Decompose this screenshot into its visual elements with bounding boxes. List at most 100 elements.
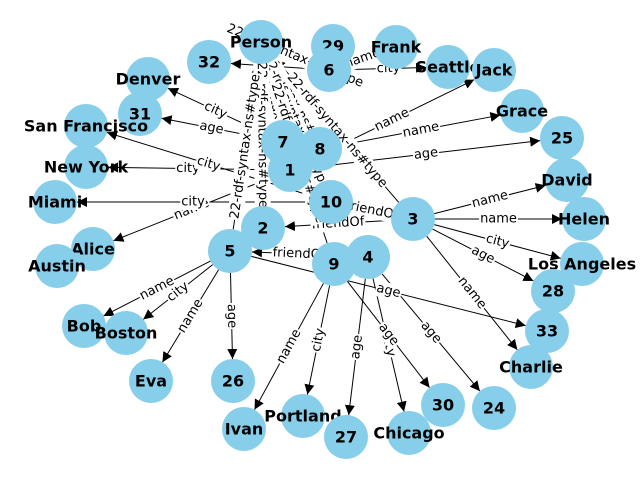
edge-label-text: city: [195, 153, 222, 174]
node-label: Seattle: [416, 58, 481, 77]
node-grace: Grace: [496, 89, 548, 133]
node-circle: [307, 48, 351, 92]
edge-label-background: [226, 71, 265, 222]
node-circle: [421, 383, 465, 427]
edge-label-age: age: [347, 333, 367, 361]
edge-label-text: age: [224, 304, 240, 329]
edge-label-text: age: [375, 320, 402, 348]
edge-label-name: name: [400, 118, 442, 142]
node-label: Portland: [264, 407, 341, 426]
node-24: 24: [472, 386, 516, 430]
node-frank: Frank: [371, 25, 422, 69]
node-helen: Helen: [558, 197, 610, 241]
node-label: Eva: [135, 372, 167, 391]
node-label: Ivan: [225, 420, 264, 439]
node-label: Miami: [28, 193, 82, 212]
edge-label-background: [282, 69, 392, 192]
node-30: 30: [421, 383, 465, 427]
node-label: 24: [483, 399, 505, 418]
node-label: 9: [328, 255, 339, 274]
edge-label-text: age: [413, 145, 439, 163]
edge-label-background: [373, 280, 404, 302]
node-circle: [268, 148, 312, 192]
node-label: Boston: [95, 324, 158, 343]
edge-label-text: name: [455, 274, 490, 312]
edge-label-background: [175, 160, 201, 177]
edge-label-background: [371, 104, 413, 136]
edge-label-background: [469, 186, 511, 213]
edge-label-text: name: [401, 119, 440, 141]
node-circle: [472, 386, 516, 430]
node-label: 30: [432, 396, 454, 415]
edge-label-city: city: [308, 325, 329, 355]
node-label: 6: [323, 61, 334, 80]
edge-label-background: [483, 230, 512, 253]
edge-label-text: age: [348, 334, 366, 360]
node-28: 28: [531, 269, 575, 313]
node-circle: [222, 407, 266, 451]
node-5: 5: [208, 229, 252, 273]
node-circle: [239, 20, 283, 64]
node-circle: [129, 359, 173, 403]
node-alice: Alice: [71, 227, 115, 271]
edge-label-name: name: [453, 272, 491, 314]
node-label: Charlie: [499, 358, 563, 377]
node-circle: [472, 48, 516, 92]
node-circle: [391, 197, 435, 241]
edge-label-city: city: [483, 230, 512, 253]
node-circle: [309, 180, 353, 224]
edge-label-age: age: [416, 317, 446, 348]
node-circle: [64, 104, 108, 148]
node-circle: [509, 345, 553, 389]
edge-label-city: city: [175, 160, 201, 177]
edge-label-text: name: [480, 212, 517, 227]
node-2: 2: [241, 206, 285, 250]
edge-label-background: [163, 277, 193, 307]
node-label: Los Angeles: [528, 255, 636, 274]
node-circle: [312, 242, 356, 286]
edge-label-text: friendOf: [272, 245, 326, 262]
node-32: 32: [187, 40, 231, 84]
edge-label-background: [479, 211, 518, 227]
node-label: 10: [320, 193, 342, 212]
node-label: New York: [44, 158, 129, 177]
edge-label-background: [200, 97, 231, 124]
node-label: San Francisco: [24, 117, 148, 136]
node-circle: [525, 309, 569, 353]
node-circle: [208, 229, 252, 273]
node-label: 8: [314, 140, 325, 159]
node-label: Alice: [71, 240, 115, 259]
edge-label-city: city: [180, 194, 206, 210]
node-circle: [33, 180, 77, 224]
node-circle: [104, 311, 148, 355]
node-label: 33: [536, 322, 558, 341]
node-label: 26: [222, 372, 244, 391]
edge-label-text: age: [417, 318, 444, 346]
edge-label-text: name: [175, 296, 207, 335]
node-circle: [346, 235, 390, 279]
node-label: David: [541, 171, 592, 190]
node-jack: Jack: [472, 48, 516, 92]
node-circle: [500, 89, 544, 133]
node-label: 32: [198, 53, 220, 72]
edge-label-background: [374, 319, 403, 350]
node-label: 2: [257, 219, 268, 238]
node-circle: [560, 242, 604, 286]
node-label: 5: [224, 242, 235, 261]
node-label: Bob: [67, 317, 102, 336]
node-label: Helen: [558, 210, 610, 229]
edge-label-background: [173, 295, 208, 337]
node-portland: Portland: [264, 394, 342, 438]
edge-label-background: [197, 117, 226, 139]
edge-label-background: [412, 144, 440, 164]
node-label: 31: [129, 105, 151, 124]
node-austin: Austin: [28, 244, 86, 288]
node-31: 31: [118, 92, 162, 136]
node-circle: [545, 158, 589, 202]
node-label: Austin: [28, 257, 86, 276]
node-6: 6: [307, 48, 351, 92]
node-circle: [374, 25, 418, 69]
edge-label-background: [416, 317, 446, 348]
node-circle: [531, 269, 575, 313]
